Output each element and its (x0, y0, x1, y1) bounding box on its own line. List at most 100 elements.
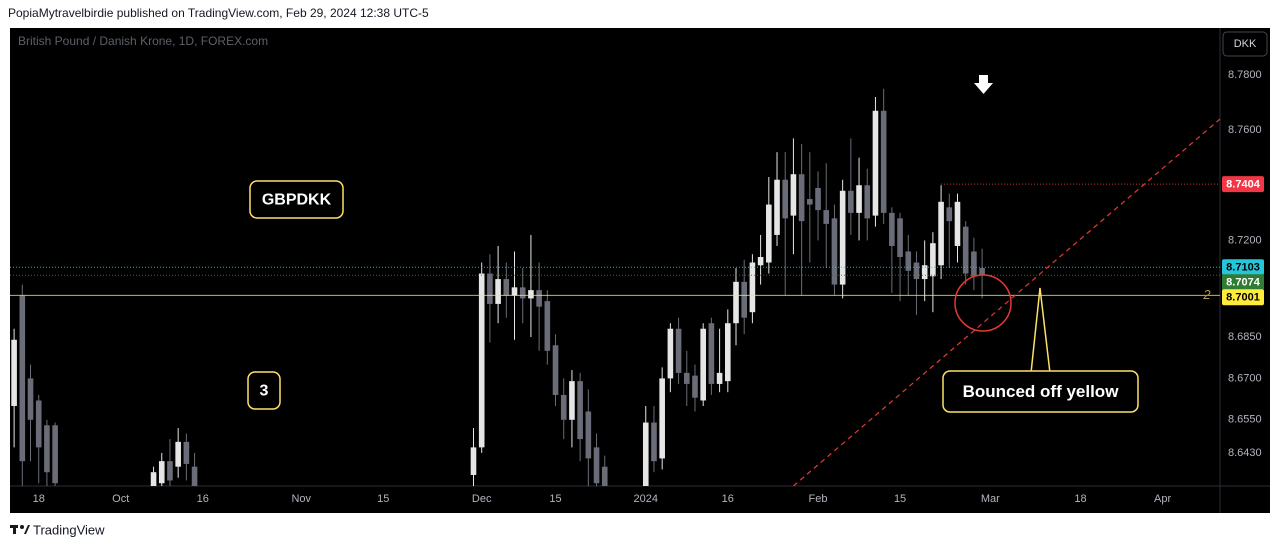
candle-body (487, 273, 493, 304)
annotation-text: 3 (260, 383, 269, 400)
plot (10, 75, 1220, 486)
y-tick-label: 8.7200 (1228, 234, 1262, 246)
candle-body (954, 201, 961, 246)
candle-body (560, 394, 567, 420)
candle-body (774, 179, 780, 235)
candle-body (905, 251, 912, 271)
candle-body (962, 226, 969, 274)
price-label: 8.7001 (1226, 292, 1260, 304)
candle-body (831, 218, 838, 285)
candle-body (642, 422, 649, 486)
callout-pointer (1030, 287, 1051, 374)
candle-body (528, 290, 534, 299)
y-tick-label: 8.6700 (1228, 372, 1262, 384)
candle-body (938, 201, 944, 266)
candle-body (839, 190, 846, 285)
footer: TradingView (33, 522, 105, 537)
candle-body (823, 210, 830, 224)
x-tick-label: 2024 (634, 493, 658, 505)
candle-body (44, 425, 50, 473)
x-tick-label: 18 (1074, 493, 1086, 505)
x-tick-label: 16 (197, 493, 209, 505)
candle-body (683, 372, 690, 384)
candle-body (511, 287, 518, 296)
x-tick-label: 16 (722, 493, 734, 505)
candle-body (183, 441, 190, 464)
x-tick-label: 15 (894, 493, 906, 505)
candle-body (913, 262, 920, 280)
candle-body (741, 281, 748, 318)
candle-body (766, 204, 772, 263)
y-tick-label: 8.6550 (1228, 414, 1262, 426)
candle-body (552, 345, 559, 395)
line-label: 2 (1202, 287, 1211, 302)
candle-body (150, 472, 157, 486)
x-tick-label: Dec (472, 493, 492, 505)
y-tick-label: 8.7600 (1228, 124, 1262, 136)
candle-body (158, 461, 165, 484)
candle-body (856, 185, 862, 213)
trend-line (793, 118, 1220, 486)
candle-body (733, 281, 739, 324)
candle-body (807, 199, 813, 205)
y-tick-label: 8.6430 (1228, 447, 1262, 459)
candle-body (191, 466, 198, 486)
annotation-box (249, 180, 344, 219)
currency-label[interactable]: DKK (1234, 38, 1257, 50)
candle-body (569, 381, 575, 420)
candle-body (930, 243, 936, 277)
annotation-box (942, 370, 1139, 413)
x-tick-label: 15 (377, 493, 389, 505)
tv-logo (10, 525, 30, 534)
annotation-text: GBPDKK (262, 192, 332, 209)
candle-body (536, 290, 542, 307)
price-label: 8.7103 (1226, 262, 1260, 274)
highlight-circle (954, 274, 1012, 332)
candle-body (35, 400, 42, 448)
candle-body (667, 328, 674, 379)
candle-body (167, 461, 173, 481)
candle-body (971, 251, 977, 277)
candle-body (52, 425, 58, 484)
candle-body (700, 328, 706, 401)
candle-body (889, 212, 895, 246)
candle-body (478, 273, 485, 448)
price-label: 8.7074 (1226, 277, 1261, 289)
candle-body (675, 328, 682, 373)
candle-body (495, 279, 501, 304)
candle-body (577, 381, 583, 440)
down-arrow (974, 75, 993, 94)
candle-body (692, 375, 698, 398)
candle-body (757, 257, 764, 266)
x-tick-label: Apr (1154, 493, 1171, 505)
x-tick-label: Mar (981, 493, 1000, 505)
candle-body (503, 279, 510, 296)
currency-button[interactable] (1222, 31, 1268, 57)
candle-body (19, 295, 26, 462)
x-tick-label: 18 (33, 493, 45, 505)
candle-body (921, 265, 928, 280)
candle-body (815, 188, 821, 211)
candle-body (585, 411, 592, 459)
candle-body (593, 447, 600, 484)
y-tick-label: 8.7800 (1228, 69, 1262, 81)
annotation-text: Bounced off yellow (963, 382, 1120, 401)
candle-body (946, 207, 953, 222)
candle-body (659, 378, 665, 459)
price-label-box (1222, 259, 1264, 276)
candle-body (848, 190, 854, 213)
price-label-box (1222, 289, 1264, 306)
candle-body (790, 174, 797, 216)
chart-title: British Pound / Danish Krone, 1D, FOREX.… (18, 34, 268, 48)
candle-body (897, 218, 903, 257)
x-tick-label: Nov (291, 493, 311, 505)
chart-background (10, 28, 1270, 513)
candle-body (880, 110, 887, 213)
header: PopiaMytravelbirdie published on Trading… (8, 6, 429, 20)
candle-body (708, 323, 715, 384)
y-tick-label: 8.6850 (1228, 331, 1262, 343)
candle-body (11, 339, 17, 406)
candle-body (724, 323, 731, 382)
candle-body (782, 179, 789, 219)
candle-body (601, 466, 608, 486)
